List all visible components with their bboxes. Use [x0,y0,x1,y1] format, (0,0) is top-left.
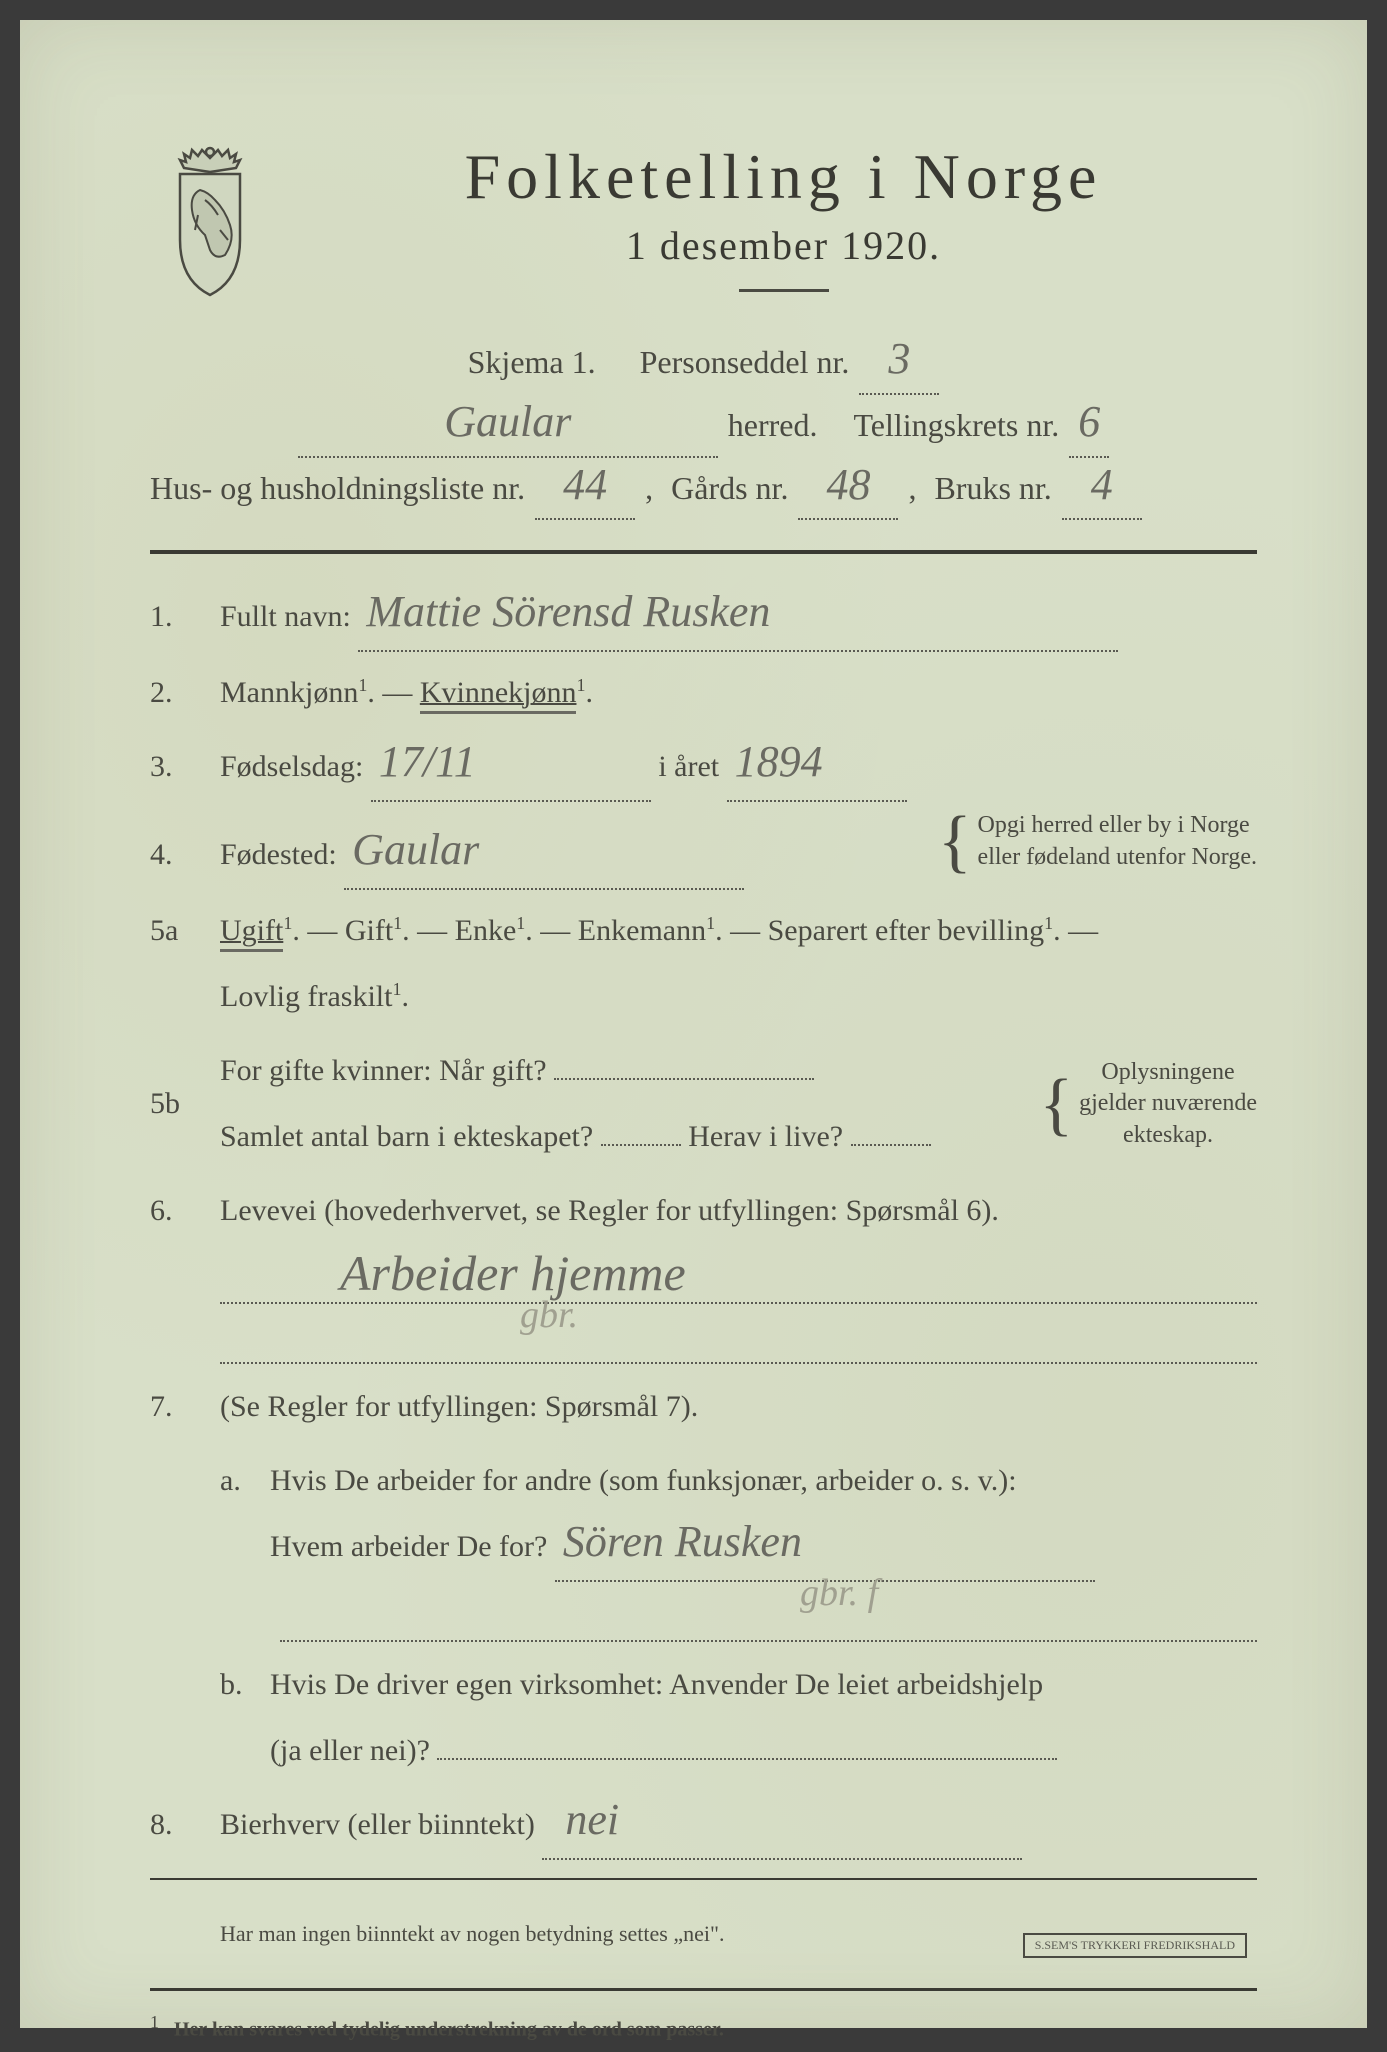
q5b-note2: gjelder nuværende [1079,1090,1257,1116]
tellingskrets-nr: 6 [1078,400,1100,444]
q7a-line2: gbr. f [280,1592,1257,1642]
q7-num: 7. [150,1374,220,1440]
q6-pencil: gbr. [220,1274,578,1358]
title-block: Folketelling i Norge 1 desember 1920. [310,140,1257,322]
tellingskrets-label: Tellingskrets nr. [853,395,1059,456]
herred-value: Gaular [444,400,571,444]
meta-block: Skjema 1. Personseddel nr. 3 Gaular herr… [150,332,1257,520]
q4-num: 4. [150,822,220,888]
skjema-label: Skjema 1. [468,332,596,393]
q7b-label: Hvis De driver egen virksomhet: Anvender… [270,1668,1043,1701]
q1-label: Fullt navn: [220,600,351,633]
bruks-nr: 4 [1091,463,1113,507]
q7a-num: a. [220,1448,270,1514]
q2-num: 2. [150,660,220,726]
q7-label: (Se Regler for utfyllingen: Spørsmål 7). [220,1390,698,1423]
footnote-num: 1 [150,2012,159,2032]
footnote-text: Her kan svares ved tydelig understreknin… [174,2019,724,2041]
q6-answer-line2: gbr. [220,1314,1257,1364]
q5a-enkemann: Enkemann [578,914,706,947]
q5b-note1: Oplysningene [1101,1059,1234,1085]
personseddel-nr: 3 [888,337,910,381]
printer-mark: S.SEM'S TRYKKERI FREDRIKSHALD [1023,1933,1247,1958]
q7b-row: b. Hvis De driver egen virksomhet: Anven… [150,1652,1257,1784]
q5a-gift: Gift [345,914,393,947]
q6-row: 6. Levevei (hovederhvervet, se Regler fo… [150,1178,1257,1244]
q7-row: 7. (Se Regler for utfyllingen: Spørsmål … [150,1374,1257,1440]
husliste-nr: 44 [563,463,607,507]
q5b-label2: Samlet antal barn i ekteskapet? [220,1120,593,1153]
q5b-num: 5b [150,1071,220,1137]
q3-row: 3. Fødselsdag: 17/11 i året 1894 [150,734,1257,802]
q3-day: 17/11 [379,740,476,784]
q5a-num: 5a [150,898,220,964]
q3-num: 3. [150,734,220,800]
q1-row: 1. Fullt navn: Mattie Sörensd Rusken [150,584,1257,652]
meta-divider [150,550,1257,554]
footer-divider [150,1878,1257,1880]
q3-year-label: i året [658,750,719,783]
q3-label: Fødselsdag: [220,750,363,783]
q2-kvinne: Kvinnekjønn [420,676,577,714]
q6-num: 6. [150,1178,220,1244]
q4-value: Gaular [352,828,479,872]
subtitle: 1 desember 1920. [310,222,1257,269]
q8-value: nei [565,1798,619,1842]
husliste-label: Hus- og husholdningsliste nr. [150,458,525,519]
q5a-separert: Separert efter bevilling [768,914,1045,947]
q7a-pencil: gbr. f [280,1552,878,1636]
q5a-ugift: Ugift [220,914,283,952]
footnote-rule [150,1988,1257,1991]
q8-label: Bierhverv (eller biinntekt) [220,1808,535,1841]
q5b-row: 5b For gifte kvinner: Når gift? Samlet a… [150,1038,1257,1170]
main-title: Folketelling i Norge [310,140,1257,214]
q5b-label1: For gifte kvinner: Når gift? [220,1054,547,1087]
q8-num: 8. [150,1792,220,1858]
footnote-row: 1 Her kan svares ved tydelig understrekn… [150,2003,1257,2052]
herred-label: herred. [728,395,818,456]
q5b-note3: ekteskap. [1123,1122,1213,1148]
title-divider [739,289,829,292]
q3-year: 1894 [735,740,823,784]
q6-label: Levevei (hovederhvervet, se Regler for u… [220,1194,999,1227]
q4-note2: eller fødeland utenfor Norge. [978,844,1257,870]
q5a-fraskilt: Lovlig fraskilt [220,980,392,1013]
q7a-label: Hvis De arbeider for andre (som funksjon… [270,1464,1017,1497]
q2-mann: Mannkjønn [220,676,358,709]
q4-note: { Opgi herred eller by i Norge eller fød… [938,810,1257,872]
q5b-note: { Oplysningene gjelder nuværende ekteska… [1039,1057,1257,1151]
census-form-page: Folketelling i Norge 1 desember 1920. Sk… [20,20,1367,2028]
bruks-label: Bruks nr. [934,458,1051,519]
gards-label: Gårds nr. [671,458,788,519]
q5a-row: 5a Ugift1. — Gift1. — Enke1. — Enkemann1… [150,898,1257,1030]
question-list: 1. Fullt navn: Mattie Sörensd Rusken 2. … [150,584,1257,2052]
gards-nr: 48 [826,463,870,507]
coat-of-arms-icon [150,140,270,300]
q2-row: 2. Mannkjønn1. — Kvinnekjønn1. [150,660,1257,726]
q4-label: Fødested: [220,838,337,871]
q5a-enke: Enke [455,914,517,947]
q4-note1: Opgi herred eller by i Norge [978,812,1250,838]
q7b-num: b. [220,1652,270,1718]
q7b-sub: (ja eller nei)? [270,1734,430,1767]
q4-row: 4. Fødested: Gaular { Opgi herred eller … [150,810,1257,890]
q8-row: 8. Bierhverv (eller biinntekt) nei [150,1792,1257,1860]
personseddel-label: Personseddel nr. [640,332,850,393]
q5b-label3: Herav i live? [688,1120,843,1153]
header: Folketelling i Norge 1 desember 1920. [150,140,1257,322]
q1-value: Mattie Sörensd Rusken [366,590,770,634]
q1-num: 1. [150,584,220,650]
